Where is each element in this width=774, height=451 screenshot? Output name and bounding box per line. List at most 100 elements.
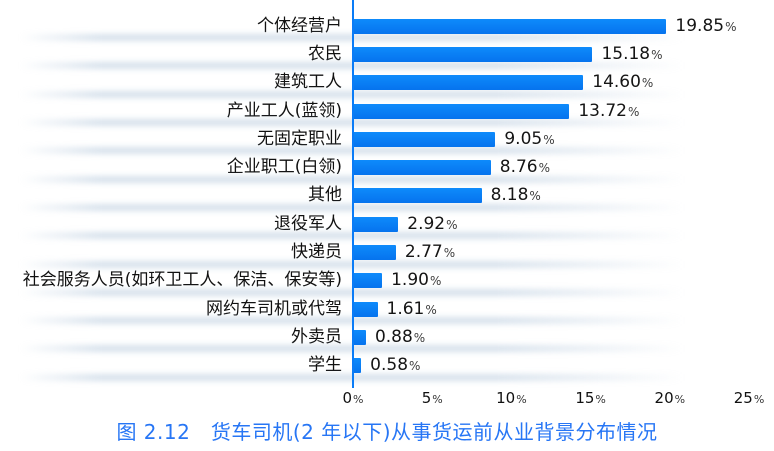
x-axis-ticks: 0% 5% 10% 15% 20% 25%: [0, 388, 774, 410]
plot-cell: 0.88%: [352, 323, 774, 351]
bar: [352, 18, 667, 34]
value-number: 1.90: [391, 270, 429, 291]
tick-percent-sign: %: [753, 393, 765, 406]
bar-row: 建筑工人 14.60%: [0, 69, 774, 98]
category-label: 无固定职业: [257, 128, 342, 149]
percent-sign: %: [409, 359, 421, 374]
value-number: 2.77: [404, 242, 443, 263]
tick-number: 20: [654, 389, 674, 407]
value-label: 2.92%: [407, 213, 458, 234]
x-axis-tick-label: 0%: [343, 390, 364, 406]
plot-cell: 19.85%: [352, 12, 774, 40]
category-label: 退役军人: [274, 213, 342, 234]
percent-sign: %: [529, 189, 541, 204]
value-label: 9.05%: [504, 128, 555, 149]
bar-row: 企业职工(白领) 8.76%: [0, 153, 774, 183]
category-label: 网约车司机或代驾: [206, 298, 342, 319]
plot-cell: 0.58%: [352, 352, 774, 380]
value-number: 0.58: [370, 355, 409, 376]
bar-row: 社会服务人员(如环卫工人、保洁、保安等) 1.90%: [0, 267, 774, 296]
percent-sign: %: [425, 302, 437, 317]
bar: [352, 273, 383, 289]
tick-percent-sign: %: [516, 393, 527, 406]
tick-number: 0: [342, 389, 353, 407]
bar: [352, 329, 366, 345]
category-label: 快递员: [291, 242, 342, 263]
bar-row: 无固定职业 9.05%: [0, 125, 774, 155]
category-label: 外卖员: [291, 326, 342, 347]
value-label: 0.88%: [375, 328, 426, 346]
value-number: 2.92: [407, 213, 446, 234]
tick-percent-sign: %: [432, 393, 443, 406]
chart-caption: 图 2.12 货车司机(2 年以下)从事货运前从业背景分布情况: [116, 420, 658, 444]
x-axis-tick-label: 10%: [496, 390, 527, 406]
plot-cell: 13.72%: [352, 97, 774, 125]
category-label: 农民: [308, 43, 342, 64]
value-label: 19.85%: [675, 15, 737, 36]
bar-row: 快递员 2.77%: [0, 238, 774, 268]
percent-sign: %: [725, 19, 737, 34]
bar-row: 个体经营户 19.85%: [0, 12, 774, 42]
value-label: 1.61%: [386, 298, 437, 319]
percent-sign: %: [429, 274, 442, 289]
percent-sign: %: [627, 104, 640, 119]
value-number: 14.60: [592, 72, 641, 93]
bar: [352, 301, 378, 317]
percent-sign: %: [641, 76, 654, 91]
bar-row: 学生 0.58%: [0, 352, 774, 381]
bar: [352, 131, 496, 147]
category-label: 企业职工(白领): [226, 157, 342, 178]
value-number: 9.05: [504, 128, 543, 149]
tick-percent-sign: %: [674, 393, 686, 406]
bar-row: 退役军人 2.92%: [0, 210, 774, 240]
x-axis-tick-label: 5%: [422, 390, 443, 406]
plot-cell: 8.18%: [352, 182, 774, 210]
y-axis-line: [352, 0, 354, 388]
value-number: 1.61: [386, 298, 425, 319]
percent-sign: %: [543, 132, 555, 147]
plot-cell: 2.92%: [352, 210, 774, 238]
value-label: 2.77%: [405, 244, 455, 261]
value-label: 13.72%: [578, 102, 640, 120]
plot-cell: 1.61%: [352, 295, 774, 323]
tick-percent-sign: %: [353, 393, 364, 406]
category-label: 产业工人(蓝领): [226, 100, 342, 121]
tick-number: 15: [575, 389, 595, 407]
percent-sign: %: [538, 161, 551, 176]
bar: [352, 46, 593, 62]
bar: [352, 75, 584, 91]
bar-row: 外卖员 0.88%: [0, 323, 774, 353]
value-label: 8.18%: [491, 187, 541, 204]
category-label: 学生: [308, 355, 342, 376]
chart-rows: 个体经营户 19.85% 农民 15.18% 建筑工人 14.60% 产业工人(蓝领) 13.…: [0, 12, 774, 381]
percent-sign: %: [446, 217, 458, 232]
plot-cell: 14.60%: [352, 69, 774, 97]
value-label: 14.60%: [592, 74, 653, 91]
tick-number: 5: [421, 389, 432, 407]
percent-sign: %: [413, 330, 426, 345]
value-label: 15.18%: [601, 43, 662, 64]
plot-cell: 2.77%: [352, 238, 774, 266]
tick-number: 10: [496, 389, 516, 407]
value-label: 0.58%: [370, 357, 420, 374]
bar-row: 网约车司机或代驾 1.61%: [0, 295, 774, 325]
x-axis-tick-label: 25%: [734, 390, 765, 406]
bar: [352, 245, 396, 261]
value-number: 15.18: [601, 43, 651, 64]
plot-cell: 1.90%: [352, 267, 774, 295]
value-number: 8.18: [490, 185, 529, 206]
value-number: 8.76: [499, 157, 538, 178]
percent-sign: %: [443, 246, 456, 261]
x-axis-tick-label: 15%: [575, 390, 606, 406]
x-axis-tick-label: 20%: [655, 390, 686, 406]
value-label: 1.90%: [391, 272, 441, 289]
bar-row: 产业工人(蓝领) 13.72%: [0, 97, 774, 127]
category-label: 建筑工人: [274, 72, 342, 93]
tick-percent-sign: %: [595, 393, 606, 406]
value-number: 19.85: [675, 15, 725, 36]
category-label: 其他: [308, 185, 342, 206]
plot-cell: 15.18%: [352, 40, 774, 68]
plot-cell: 8.76%: [352, 153, 774, 181]
category-label: 社会服务人员(如环卫工人、保洁、保安等): [22, 270, 342, 291]
bar: [352, 160, 491, 176]
